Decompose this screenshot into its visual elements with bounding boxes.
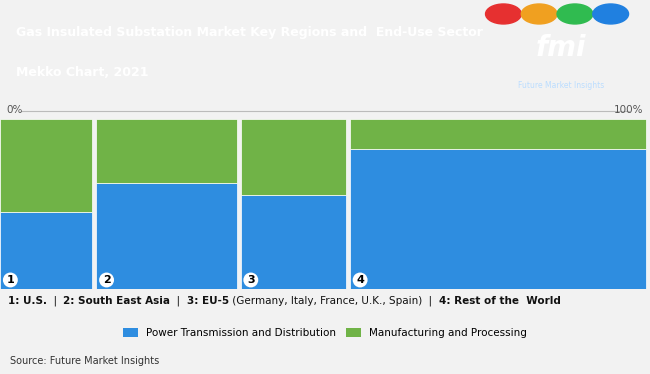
Circle shape bbox=[486, 4, 521, 24]
Text: 2: South East Asia: 2: South East Asia bbox=[64, 296, 170, 306]
Text: 3: 3 bbox=[247, 275, 255, 285]
Text: 1: U.S.: 1: U.S. bbox=[8, 296, 47, 306]
Circle shape bbox=[593, 4, 629, 24]
Text: |: | bbox=[422, 295, 439, 306]
Text: 4: Rest of the  World: 4: Rest of the World bbox=[439, 296, 561, 306]
Bar bbox=[350, 119, 646, 149]
Text: 100%: 100% bbox=[614, 105, 644, 115]
Text: Future Market Insights: Future Market Insights bbox=[517, 82, 604, 91]
Text: |: | bbox=[47, 295, 64, 306]
Bar bbox=[350, 149, 646, 289]
Bar bbox=[0, 212, 92, 289]
Text: Source: Future Market Insights: Source: Future Market Insights bbox=[10, 356, 159, 366]
Bar bbox=[96, 119, 237, 183]
Circle shape bbox=[521, 4, 557, 24]
Legend: Power Transmission and Distribution, Manufacturing and Processing: Power Transmission and Distribution, Man… bbox=[119, 324, 531, 342]
Text: 4: 4 bbox=[356, 275, 364, 285]
Text: (Germany, Italy, France, U.K., Spain): (Germany, Italy, France, U.K., Spain) bbox=[229, 296, 422, 306]
Bar bbox=[240, 119, 346, 195]
Text: 1: 1 bbox=[6, 275, 14, 285]
Bar bbox=[96, 183, 237, 289]
Text: Mekko Chart, 2021: Mekko Chart, 2021 bbox=[16, 67, 149, 79]
Text: fmi: fmi bbox=[536, 34, 586, 62]
Text: 0%: 0% bbox=[6, 105, 23, 115]
Bar bbox=[0, 119, 92, 212]
Text: 3: EU-5: 3: EU-5 bbox=[187, 296, 229, 306]
Text: 2: 2 bbox=[103, 275, 111, 285]
Text: |: | bbox=[170, 295, 187, 306]
Bar bbox=[240, 195, 346, 289]
Circle shape bbox=[557, 4, 593, 24]
Text: Gas Insulated Substation Market Key Regions and  End-Use Sector: Gas Insulated Substation Market Key Regi… bbox=[16, 27, 484, 39]
